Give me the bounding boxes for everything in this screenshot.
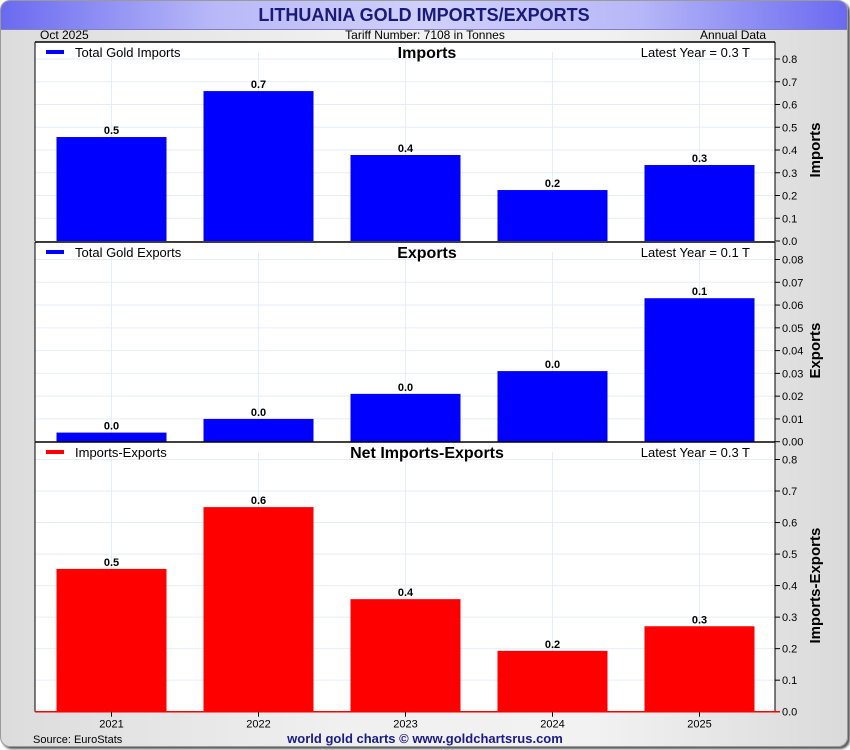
imports-data-label: 0.5	[104, 125, 119, 137]
net-imports-exports-ytick-label: 0.4	[782, 581, 797, 593]
imports-legend-swatch	[46, 50, 64, 54]
exports-ytick-label: 0.06	[782, 300, 803, 312]
chart-title: LITHUANIA GOLD IMPORTS/EXPORTS	[258, 5, 590, 25]
net-imports-exports-ytick-label: 0.1	[782, 675, 797, 687]
imports-data-label: 0.7	[251, 79, 266, 91]
net-imports-exports-ytick-label: 0.0	[782, 707, 797, 719]
net-imports-exports-ytick-label: 0.7	[782, 486, 797, 498]
exports-y-axis-title: Exports	[807, 323, 824, 379]
net-imports-exports-data-label: 0.3	[692, 614, 707, 626]
exports-data-label: 0.1	[692, 286, 707, 298]
exports-ytick-label: 0.04	[782, 346, 803, 358]
exports-latest-year: Latest Year = 0.1 T	[641, 245, 750, 260]
net-imports-exports-latest-year: Latest Year = 0.3 T	[641, 445, 750, 460]
imports-y-axis-title: Imports	[807, 122, 824, 177]
imports-ytick-label: 0.2	[782, 191, 797, 203]
exports-ytick-label: 0.08	[782, 255, 803, 267]
net-imports-exports-ytick-label: 0.5	[782, 549, 797, 561]
net-imports-exports-bar-2021	[56, 568, 167, 712]
net-imports-exports-ytick-label: 0.2	[782, 644, 797, 656]
imports-ytick-label: 0.0	[782, 236, 797, 248]
title-bar: LITHUANIA GOLD IMPORTS/EXPORTS	[1, 1, 847, 30]
source-label: Source: EuroStats	[33, 734, 123, 746]
net-imports-exports-bar-2022	[203, 507, 314, 712]
net-imports-exports-bar-2023	[350, 599, 461, 712]
net-imports-exports-bar-2024	[497, 650, 608, 712]
exports-ytick-label: 0.01	[782, 414, 803, 426]
exports-bar-2022	[203, 418, 314, 442]
net-imports-exports-panel-title: Net Imports-Exports	[350, 445, 504, 462]
imports-bar-2023	[350, 155, 461, 241]
imports-data-label: 0.2	[545, 178, 560, 190]
imports-ytick-label: 0.6	[782, 100, 797, 112]
imports-latest-year: Latest Year = 0.3 T	[641, 45, 750, 60]
exports-panel-title: Exports	[397, 245, 457, 262]
x-tick-label: 2024	[540, 719, 564, 731]
net-imports-exports-y-axis-title: Imports-Exports	[807, 528, 824, 644]
tariff-label: Tariff Number: 7108 in Tonnes	[345, 28, 505, 42]
exports-data-label: 0.0	[545, 359, 560, 371]
net-imports-exports-legend-swatch	[46, 450, 64, 454]
exports-ytick-label: 0.05	[782, 323, 803, 335]
imports-ytick-label: 0.3	[782, 168, 797, 180]
imports-data-label: 0.3	[692, 153, 707, 165]
exports-ytick-label: 0.00	[782, 437, 803, 449]
exports-data-label: 0.0	[104, 421, 119, 433]
exports-ytick-label: 0.07	[782, 277, 803, 289]
exports-data-label: 0.0	[251, 407, 266, 419]
exports-legend-swatch	[46, 250, 64, 254]
exports-bar-2024	[497, 371, 608, 442]
exports-legend-label: Total Gold Exports	[75, 245, 182, 260]
frequency-label: Annual Data	[700, 28, 767, 42]
imports-bar-2025	[644, 165, 755, 241]
net-imports-exports-data-label: 0.6	[251, 495, 266, 507]
net-imports-exports-ytick-label: 0.3	[782, 612, 797, 624]
net-imports-exports-data-label: 0.2	[545, 639, 560, 651]
imports-legend-label: Total Gold Imports	[75, 45, 181, 60]
imports-data-label: 0.4	[398, 143, 414, 155]
imports-ytick-label: 0.4	[782, 145, 797, 157]
imports-bar-2024	[497, 190, 608, 241]
exports-ytick-label: 0.03	[782, 368, 803, 380]
imports-ytick-label: 0.7	[782, 77, 797, 89]
exports-ytick-label: 0.02	[782, 391, 803, 403]
net-imports-exports-ytick-label: 0.6	[782, 518, 797, 530]
imports-ytick-label: 0.1	[782, 213, 797, 225]
net-imports-exports-bar-2025	[644, 626, 755, 712]
exports-bar-2025	[644, 298, 755, 442]
imports-panel-title: Imports	[398, 45, 457, 62]
x-tick-label: 2023	[393, 719, 417, 731]
net-imports-exports-data-label: 0.4	[398, 587, 414, 599]
date-label: Oct 2025	[40, 28, 89, 42]
net-imports-exports-legend-label: Imports-Exports	[75, 445, 167, 460]
imports-ytick-label: 0.8	[782, 54, 797, 66]
imports-bar-2022	[203, 91, 314, 241]
imports-ytick-label: 0.5	[782, 122, 797, 134]
credit-label: world gold charts © www.goldchartsrus.co…	[287, 731, 563, 746]
exports-bar-2023	[350, 393, 461, 442]
x-tick-label: 2025	[687, 719, 711, 731]
imports-bar-2021	[56, 137, 167, 241]
x-tick-label: 2022	[246, 719, 270, 731]
exports-data-label: 0.0	[398, 382, 413, 394]
exports-bar-2021	[56, 432, 167, 442]
x-tick-label: 2021	[99, 719, 123, 731]
net-imports-exports-data-label: 0.5	[104, 557, 119, 569]
net-imports-exports-ytick-label: 0.8	[782, 455, 797, 467]
